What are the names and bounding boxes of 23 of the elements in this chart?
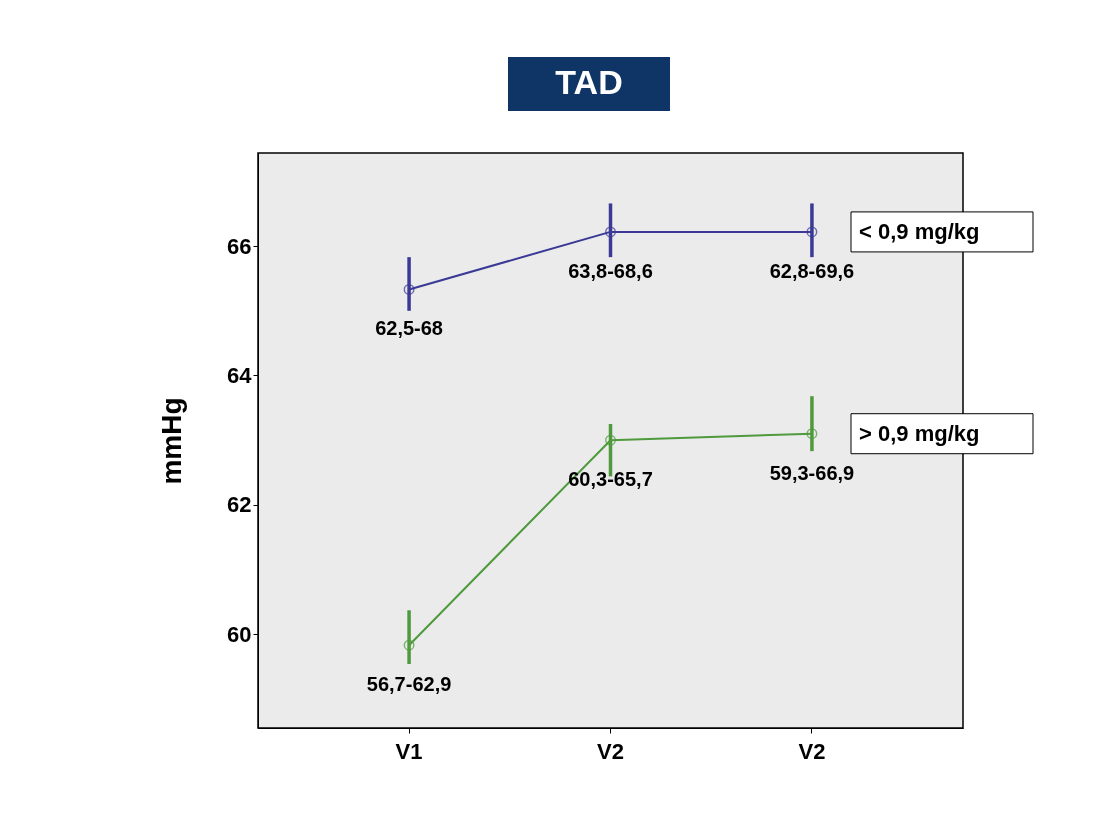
y-tick-label: 60 bbox=[227, 621, 252, 647]
point bbox=[605, 434, 616, 446]
y-tick-label: 62 bbox=[227, 492, 252, 518]
annotation: 60,3-65,7 bbox=[568, 468, 653, 491]
annotation: 62,5-68 bbox=[375, 317, 443, 340]
point bbox=[605, 226, 616, 238]
annotation: 63,8-68,6 bbox=[568, 259, 653, 282]
point bbox=[403, 283, 415, 295]
annotation: 62,8-69,6 bbox=[769, 259, 855, 282]
annotation: 56,7-62,9 bbox=[366, 673, 452, 696]
series-label: < 0,9 mg/kg bbox=[859, 218, 980, 244]
x-tick-label: V2 bbox=[798, 738, 826, 764]
point bbox=[806, 428, 818, 440]
y-axis-title: mmHg bbox=[156, 397, 188, 485]
annotation: 59,3-66,9 bbox=[769, 461, 855, 484]
series-label: > 0,9 mg/kg bbox=[859, 420, 980, 446]
point bbox=[806, 226, 818, 238]
y-tick-label: 66 bbox=[227, 233, 252, 259]
chart-title: TAD bbox=[555, 63, 623, 101]
x-tick-label: V1 bbox=[395, 738, 423, 764]
point bbox=[403, 639, 415, 651]
x-tick-label: V2 bbox=[597, 738, 624, 764]
y-tick-label: 64 bbox=[227, 363, 253, 388]
